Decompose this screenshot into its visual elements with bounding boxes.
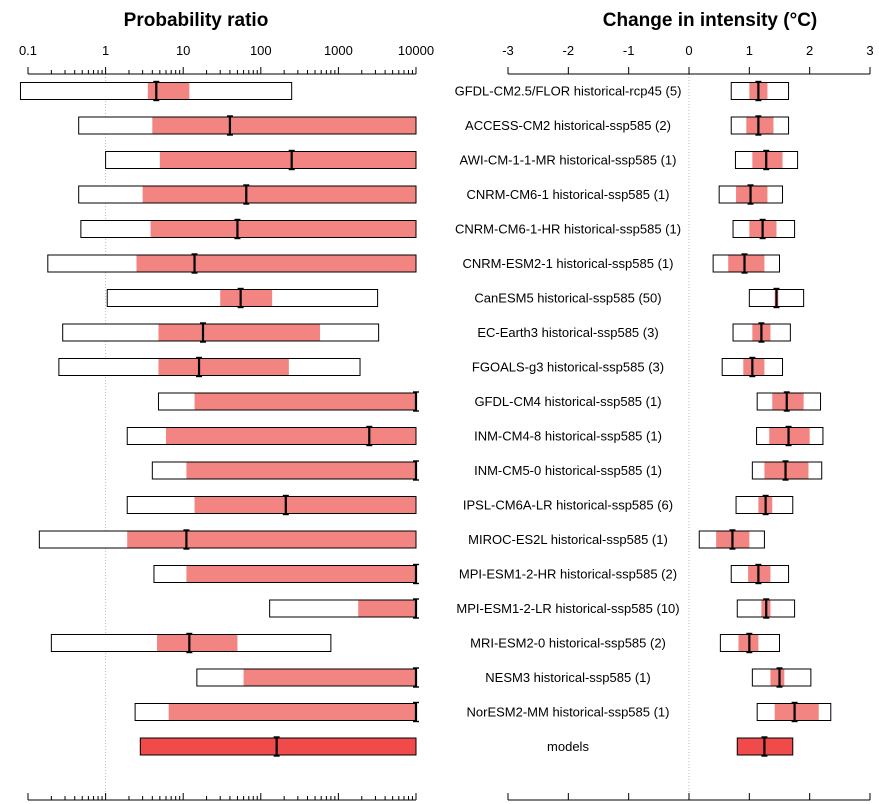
pr-outer-outline (58, 358, 361, 376)
pr-outer-outline (126, 496, 417, 514)
model-label: CanESM5 historical-ssp585 (50) (474, 291, 661, 306)
di-inner-interval (774, 703, 819, 721)
di-tick-label: -1 (623, 43, 635, 58)
di-outer-outline (730, 565, 790, 583)
di-outer-outline (751, 461, 823, 480)
di-inner-interval (752, 151, 783, 169)
model-label: ACCESS-CM2 historical-ssp585 (2) (465, 118, 671, 133)
pr-inner-interval (165, 427, 416, 445)
pr-inner-interval (243, 669, 416, 686)
pr-outer-outline (78, 116, 417, 135)
pr-tick-label: 0.1 (19, 43, 37, 58)
pr-outer-outline (62, 323, 380, 342)
pr-inner-interval (147, 82, 190, 100)
model-label: NESM3 historical-ssp585 (1) (485, 670, 650, 685)
di-outer-outline (756, 392, 822, 411)
pr-outer-outline (47, 254, 417, 273)
intensity-change-title: Change in intensity (°C) (603, 10, 818, 31)
di-tick-label: -2 (563, 43, 575, 58)
di-inner-interval (770, 669, 785, 686)
di-inner-interval (736, 186, 768, 203)
pr-tick-label: 1000 (324, 43, 353, 58)
model-label: MIROC-ES2L historical-ssp585 (1) (468, 532, 668, 547)
pr-inner-interval (158, 358, 289, 376)
pr-inner-interval (158, 324, 321, 341)
pr-tick-label: 10 (176, 43, 190, 58)
di-inner-interval (743, 358, 765, 376)
di-inner-interval (728, 255, 765, 272)
pr-inner-interval (157, 634, 238, 652)
di-outer-outline (712, 254, 781, 273)
model-label: AWI-CM-1-1-MR historical-ssp585 (1) (460, 153, 677, 168)
pr-synthesis-bar (139, 737, 417, 756)
di-tick-label: 1 (746, 43, 753, 58)
pr-inner-interval (136, 255, 416, 272)
model-label: IPSL-CM6A-LR historical-ssp585 (6) (463, 498, 673, 513)
model-label: MPI-ESM1-2-HR historical-ssp585 (2) (459, 567, 677, 582)
model-label: NorESM2-MM historical-ssp585 (1) (467, 705, 670, 720)
pr-inner-interval (194, 496, 416, 514)
pr-tick-label: 10000 (398, 43, 434, 58)
di-outer-outline (756, 427, 824, 445)
di-tick-label: 2 (806, 43, 813, 58)
model-label: FGOALS-g3 historical-ssp585 (3) (472, 360, 664, 375)
pr-inner-interval (127, 531, 417, 548)
model-label: MRI-ESM2-0 historical-ssp585 (2) (470, 636, 666, 651)
pr-outer-outline (106, 289, 379, 307)
di-outer-outline (735, 496, 794, 514)
pr-inner-interval (150, 220, 417, 238)
pr-tick-label: 100 (250, 43, 272, 58)
pr-inner-interval (194, 393, 416, 410)
pr-outer-outline (105, 151, 417, 169)
pr-outer-outline (38, 530, 417, 549)
intensity-change-panel: -3 -2 -1 0 1 2 3 (502, 43, 874, 801)
model-label: CNRM-CM6-1-HR historical-ssp585 (1) (455, 222, 681, 237)
probability-ratio-title: Probability ratio (124, 10, 269, 31)
pr-outer-outline (80, 220, 417, 238)
pr-outer-outline (50, 634, 332, 652)
model-label: MPI-ESM1-2-LR historical-ssp585 (10) (456, 601, 679, 616)
pr-inner-interval (168, 703, 416, 721)
pr-outer-outline (126, 427, 417, 445)
pr-inner-interval (186, 462, 416, 479)
probability-ratio-panel: 0.1 1 10 100 1000 10000 (19, 43, 434, 801)
di-inner-interval (772, 393, 804, 410)
di-outer-outline (730, 116, 790, 135)
model-label: INM-CM4-8 historical-ssp585 (1) (474, 429, 662, 444)
model-label: models (547, 739, 589, 754)
model-label: GFDL-CM4 historical-ssp585 (1) (474, 394, 661, 409)
model-label: EC-Earth3 historical-ssp585 (3) (477, 325, 658, 340)
pr-inner-interval (220, 289, 273, 307)
model-labels: GFDL-CM2.5/FLOR historical-rcp45 (5) ACCE… (455, 84, 682, 755)
model-label: CNRM-ESM2-1 historical-ssp585 (1) (463, 256, 674, 271)
di-outer-outline (730, 82, 790, 100)
pr-inner-interval (159, 151, 416, 169)
di-tick-label: 0 (685, 43, 692, 58)
di-outer-outline (751, 668, 812, 687)
model-label: CNRM-CM6-1 historical-ssp585 (1) (467, 187, 670, 202)
di-inner-interval (746, 117, 774, 134)
model-label: GFDL-CM2.5/FLOR historical-rcp45 (5) (455, 84, 682, 99)
pr-inner-interval (142, 186, 416, 203)
pr-inner-interval (186, 565, 416, 583)
pr-inner-interval (152, 117, 416, 134)
model-label: INM-CM5-0 historical-ssp585 (1) (474, 463, 662, 478)
di-outer-outline (732, 220, 796, 238)
pr-tick-label: 1 (102, 43, 109, 58)
pr-inner-interval (358, 600, 416, 617)
di-tick-label: -3 (502, 43, 514, 58)
di-tick-label: 3 (866, 43, 873, 58)
